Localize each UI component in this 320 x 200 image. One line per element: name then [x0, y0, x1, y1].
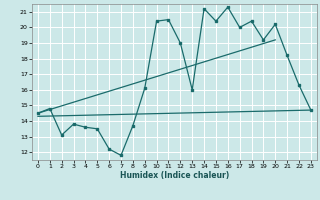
X-axis label: Humidex (Indice chaleur): Humidex (Indice chaleur) — [120, 171, 229, 180]
